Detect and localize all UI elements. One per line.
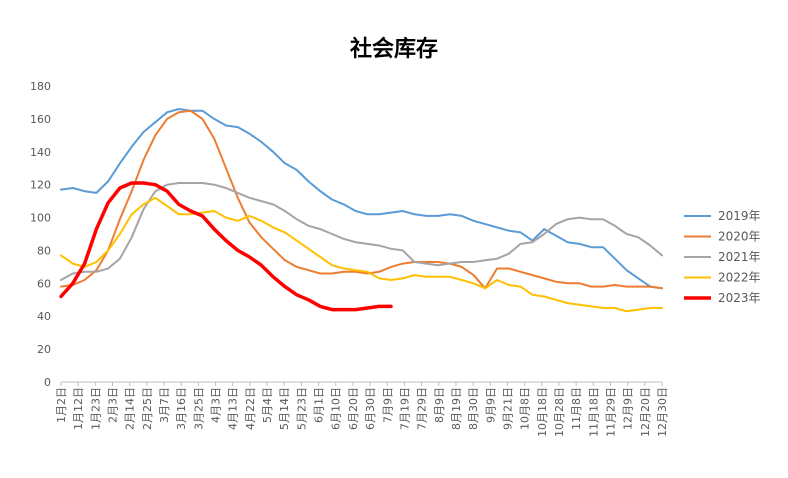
x-tick-label: 7月9日 (381, 387, 394, 423)
legend: 2019年 2020年 2021年 2022年 2023年 (684, 209, 761, 305)
y-tick-label: 80 (37, 244, 51, 257)
legend-label: 2022年 (718, 271, 761, 285)
y-tick-label: 140 (30, 146, 51, 159)
x-tick-label: 4月3日 (210, 387, 223, 423)
x-tick-label: 2月14日 (124, 387, 137, 430)
y-tick-label: 40 (37, 310, 51, 323)
x-tick-label: 8月19日 (450, 387, 463, 430)
x-tick-label: 8月9日 (433, 387, 446, 423)
x-tick-label: 8月30日 (467, 387, 480, 430)
x-tick-label: 4月22日 (244, 387, 257, 430)
series-line-2019年 (60, 108, 663, 290)
x-tick-label: 10月18日 (536, 387, 549, 437)
series-line-2022年 (60, 196, 663, 313)
legend-label: 2021年 (718, 250, 761, 264)
legend-label: 2023年 (718, 291, 761, 305)
x-tick-label: 2月3日 (107, 387, 120, 423)
x-tick-label: 11月18日 (587, 387, 600, 437)
y-axis: 0 20 40 60 80 100 120 140 160 180 (30, 80, 51, 389)
y-tick-label: 60 (37, 277, 51, 290)
x-tick-label: 4月13日 (227, 387, 240, 430)
x-tick-label: 9月21日 (501, 387, 514, 430)
y-tick-label: 120 (30, 179, 51, 192)
x-tick-label: 5月23日 (295, 387, 308, 430)
series-line-2020年 (60, 109, 663, 290)
y-tick-label: 0 (44, 376, 51, 389)
y-tick-label: 180 (30, 80, 51, 93)
legend-label: 2020年 (718, 230, 761, 244)
x-tick-label: 7月19日 (398, 387, 411, 430)
chart-title: 社会库存 (350, 36, 438, 62)
x-tick-label: 10月8日 (519, 387, 532, 430)
x-tick-label: 3月25日 (192, 387, 205, 430)
legend-label: 2019年 (718, 209, 761, 223)
x-tick-label: 6月1日 (313, 387, 326, 423)
x-tick-label: 12月20日 (639, 387, 652, 437)
x-tick-label: 10月28日 (553, 387, 566, 437)
y-tick-label: 160 (30, 113, 51, 126)
x-tick-label: 6月30日 (364, 387, 377, 430)
x-tick-label: 7月29日 (416, 387, 429, 430)
x-tick-label: 1月2日 (55, 387, 68, 423)
x-tick-label: 6月10日 (330, 387, 343, 430)
y-tick-label: 20 (37, 343, 51, 356)
x-tick-label: 9月9日 (484, 387, 497, 423)
x-tick-label: 1月23日 (89, 387, 102, 430)
y-tick-label: 100 (30, 212, 51, 225)
x-tick-label: 2月25日 (141, 387, 154, 430)
x-tick-label: 6月20日 (347, 387, 360, 430)
x-tick-label: 1月12日 (72, 387, 85, 430)
x-tick-label: 5月14日 (278, 387, 291, 430)
x-tick-label: 12月30日 (656, 387, 669, 437)
series-line-2021年 (60, 182, 663, 281)
series-line-2023年 (59, 181, 393, 312)
series-layer (59, 108, 663, 313)
x-tick-label: 3月16日 (175, 387, 188, 430)
x-tick-label: 11月8日 (570, 387, 583, 430)
x-tick-label: 3月7日 (158, 387, 171, 423)
x-tick-label: 5月4日 (261, 387, 274, 423)
x-axis: 1月2日 1月12日 1月23日 2月3日 2月14日 2月25日 3月7日 3月16日 3月2… (55, 381, 669, 437)
x-tick-label: 11月29日 (604, 387, 617, 437)
x-tick-label: 12月9日 (622, 387, 635, 430)
